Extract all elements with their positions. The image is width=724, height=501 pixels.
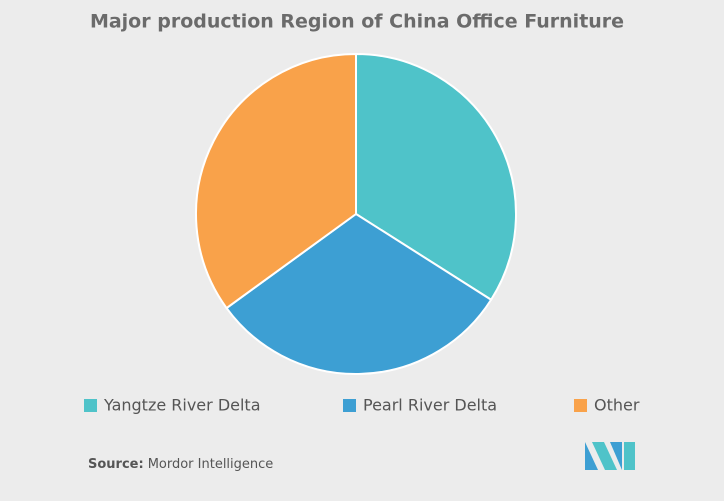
pie-slice xyxy=(195,52,357,310)
chart-title: Major production Region of China Office … xyxy=(90,11,624,33)
pie-slice xyxy=(225,212,493,375)
source-label: Source: xyxy=(88,457,144,472)
legend-label: Pearl River Delta xyxy=(363,396,497,415)
legend-label: Yangtze River Delta xyxy=(103,396,261,415)
source: Source: Mordor Intelligence xyxy=(88,457,273,472)
legend-swatch xyxy=(343,399,356,412)
legend-swatch xyxy=(84,399,97,412)
source-text: Mordor Intelligence xyxy=(148,457,274,472)
logo xyxy=(585,442,635,470)
legend-label: Other xyxy=(594,396,640,415)
legend-swatch xyxy=(574,399,587,412)
